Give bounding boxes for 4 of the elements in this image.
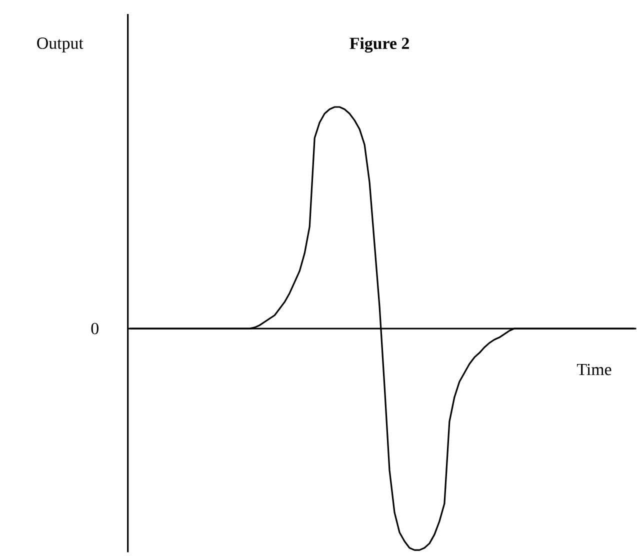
chart-title: Figure 2 bbox=[350, 37, 409, 53]
x-axis-title: Time bbox=[577, 364, 612, 376]
text: 0 bbox=[91, 322, 98, 334]
y-axis-title: Output bbox=[37, 37, 84, 52]
